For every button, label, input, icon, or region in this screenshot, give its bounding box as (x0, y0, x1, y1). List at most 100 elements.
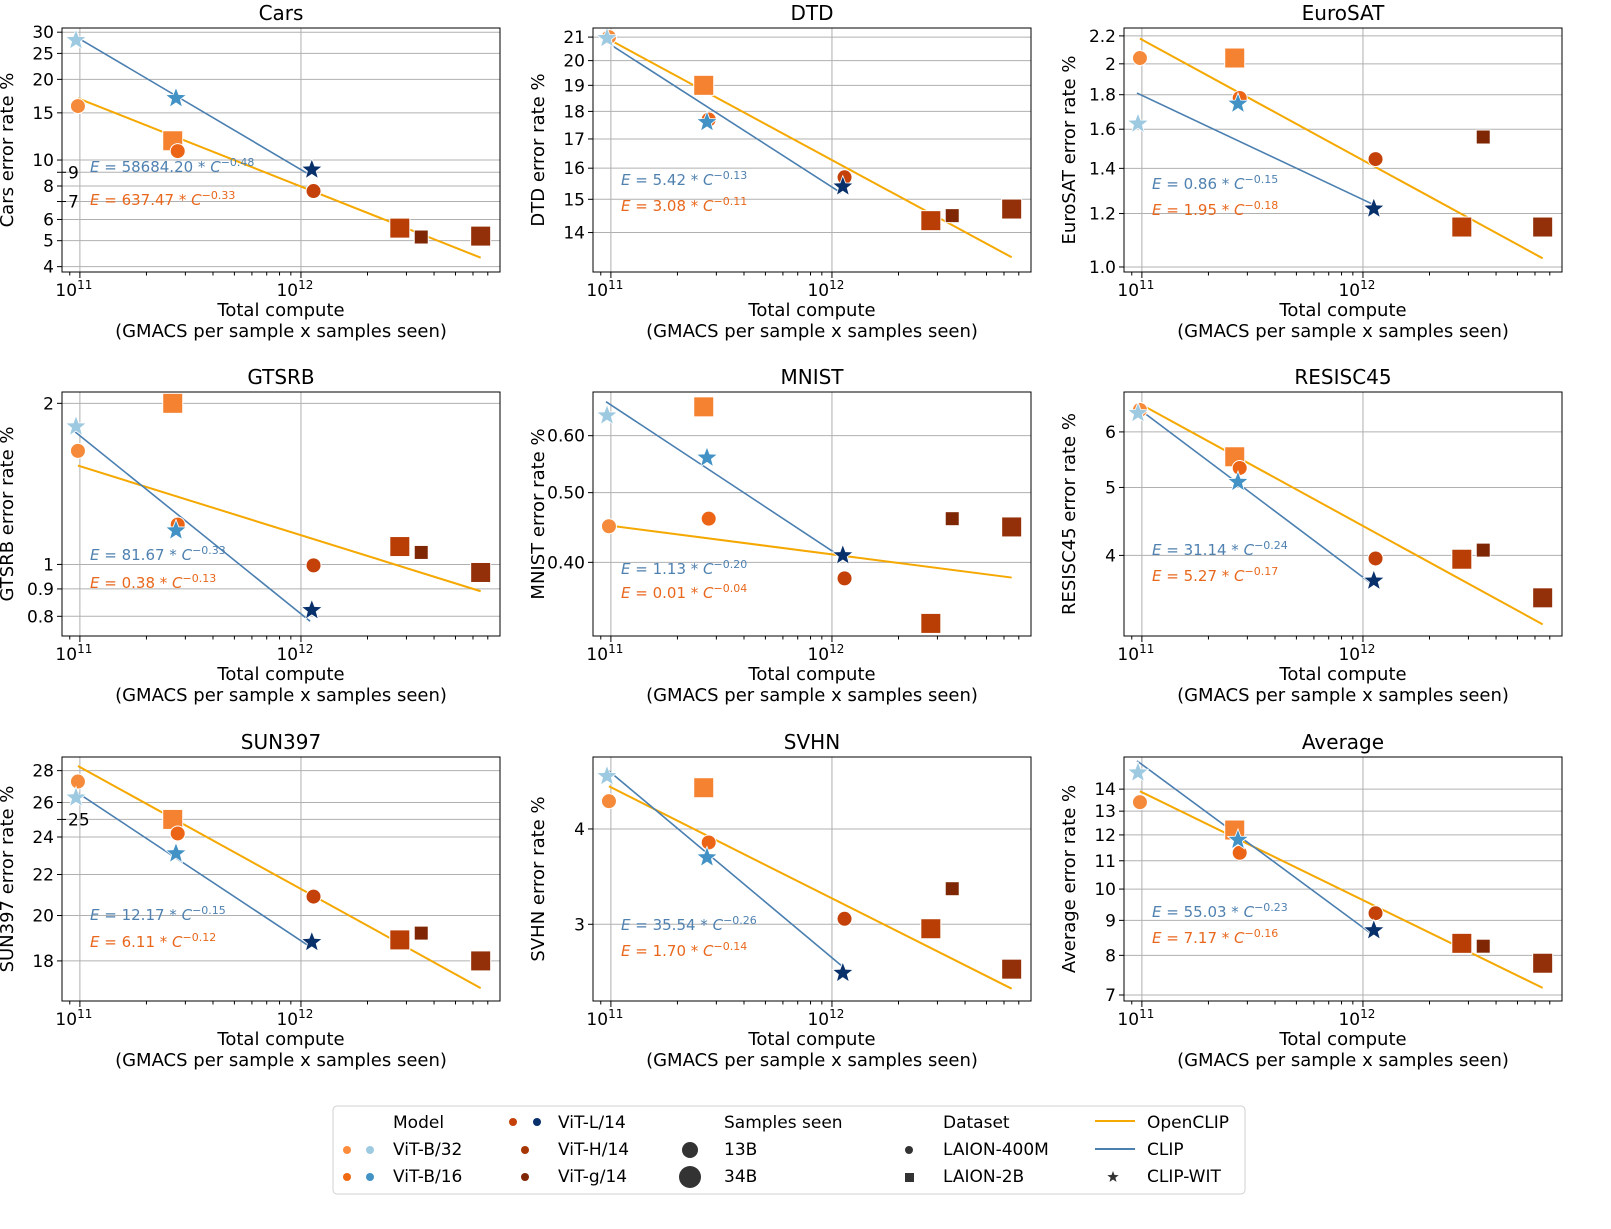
y-tick-label: 0.60 (547, 427, 585, 447)
panel-title: GTSRB (247, 365, 314, 389)
point-openclip-vith14-square (389, 929, 411, 951)
x-tick-exponent: 11 (608, 1007, 623, 1021)
legend-frame (332, 1105, 1246, 1195)
fit-line-clip (1136, 760, 1373, 935)
point-clip-vitb32-star (595, 764, 619, 787)
eq-exponent: −0.26 (723, 914, 757, 927)
eq-c: C (182, 546, 193, 564)
point-openclip-vitg14-square (1001, 958, 1023, 980)
x-tick-exponent: 11 (77, 1007, 92, 1021)
eq-e: E (90, 546, 100, 564)
fit-line-clip (1136, 406, 1373, 585)
eq-coef: = 5.42 * (630, 171, 703, 189)
x-tick-label: 1012 (807, 278, 844, 301)
x-tick-label: 1011 (55, 1007, 92, 1030)
x-tick-exponent: 12 (298, 278, 313, 292)
y-tick-label: 7 (68, 193, 79, 213)
point-clip-vitb32-star (1126, 401, 1150, 424)
point-openclip-vitl14-circle (836, 910, 853, 927)
y-tick-label: 14 (563, 224, 585, 244)
y-tick-label: 20 (32, 70, 54, 90)
y-tick-label: 28 (32, 762, 54, 782)
fit-line-openclip (608, 38, 1013, 259)
equation-openclip: E = 5.27 * C−0.17 (1152, 565, 1278, 585)
eq-coef: = 5.27 * (1161, 567, 1234, 585)
x-tick-label: 1012 (807, 642, 844, 665)
point-openclip-vitb32-square (693, 777, 715, 799)
y-tick-label: 9 (1105, 911, 1116, 931)
eq-coef: = 55.03 * (1161, 903, 1243, 921)
x-tick-label: 1012 (807, 1007, 844, 1030)
equation-openclip: E = 1.70 * C−0.14 (621, 940, 747, 960)
eq-exponent: −0.13 (714, 169, 748, 182)
x-axis-label-units: (GMACS per sample x samples seen) (1177, 1050, 1509, 1071)
equation-clip: E = 12.17 * C−0.15 (90, 904, 226, 924)
y-tick-label: 12 (1094, 826, 1116, 846)
eq-c: C (210, 158, 221, 176)
point-clip-vitb32-star (64, 414, 88, 437)
x-axis-label: Total compute (747, 664, 875, 685)
eq-exponent: −0.33 (192, 544, 226, 557)
point-openclip-vitb32-circle (1131, 50, 1148, 67)
x-tick-label: 1012 (1338, 1007, 1375, 1030)
point-clip-vitl14-star (300, 157, 324, 180)
panel-title: Average (1302, 730, 1384, 754)
x-axis-label: Total compute (216, 300, 344, 321)
eq-coef: = 1.95 * (1161, 201, 1234, 219)
point-clip-vitl14-star (300, 930, 324, 953)
point-openclip-vitg14-square (1532, 952, 1554, 974)
point-openclip-vitb32-square (1224, 47, 1246, 69)
plot-frame (1123, 391, 1563, 637)
eq-e: E (621, 942, 631, 960)
legend-model-l14: ViT-L/14 (558, 1113, 626, 1133)
legend-marker-b32-clip (366, 1146, 374, 1154)
point-openclip-vith14-square (1451, 216, 1473, 238)
eq-exponent: −0.23 (1254, 901, 1288, 914)
legend-marker-l14-openclip (509, 1118, 517, 1126)
point-openclip-vitb32-circle (600, 793, 617, 810)
eq-c: C (703, 942, 714, 960)
point-openclip-vitg14-square (470, 950, 492, 972)
x-axis-label: Total compute (747, 1029, 875, 1050)
y-tick-label: 24 (32, 828, 54, 848)
point-openclip-vitg14-square (1475, 542, 1491, 558)
y-tick-label: 19 (563, 76, 585, 96)
legend-line-clip-label: CLIP (1147, 1140, 1184, 1160)
point-openclip-vith14-square (389, 217, 411, 239)
fit-line-openclip (77, 765, 482, 989)
panel-title: DTD (790, 1, 833, 25)
x-tick-label: 1011 (1117, 278, 1154, 301)
x-axis-label: Total compute (1278, 300, 1406, 321)
eq-e: E (621, 171, 631, 189)
panel-title: MNIST (780, 365, 844, 389)
eq-exponent: −0.13 (183, 572, 217, 585)
y-tick-label: 2 (1105, 55, 1116, 75)
legend-model-h14: ViT-H/14 (558, 1140, 629, 1160)
y-tick-label: 9 (68, 163, 79, 183)
eq-c: C (182, 906, 193, 924)
fit-line-openclip (77, 97, 482, 259)
legend-dataset-laion2b: LAION-2B (943, 1167, 1024, 1187)
equation-clip: E = 0.86 * C−0.15 (1152, 173, 1278, 193)
point-openclip-vitg14-square (1001, 516, 1023, 538)
eq-e: E (621, 197, 631, 215)
eq-exponent: −0.04 (714, 582, 748, 595)
eq-exponent: −0.11 (714, 195, 748, 208)
point-openclip-vith14-square (1451, 548, 1473, 570)
plot-area (62, 392, 500, 636)
legend-model-b32: ViT-B/32 (393, 1140, 462, 1160)
x-tick-label: 1011 (1117, 1007, 1154, 1030)
fit-line-openclip (1139, 402, 1544, 626)
legend-dataset-clipwit: CLIP-WIT (1147, 1167, 1222, 1187)
y-tick-label: 6 (43, 210, 54, 230)
point-clip-vitb32-star (595, 26, 619, 49)
legend-marker-b16-openclip (343, 1173, 351, 1181)
fit-line-openclip (608, 524, 1012, 579)
point-openclip-vitl14-circle (1367, 905, 1384, 922)
y-tick-label: 8 (43, 177, 54, 197)
point-clip-vitb32-star (1126, 111, 1150, 134)
